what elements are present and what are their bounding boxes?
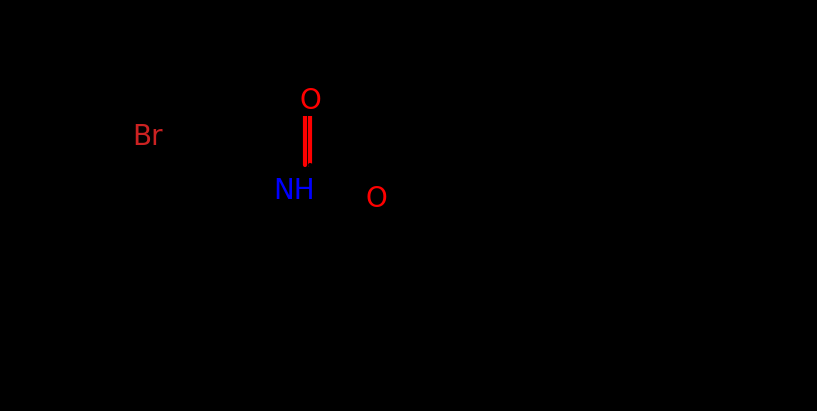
Text: NH: NH [273,177,315,205]
Text: O: O [299,87,321,115]
Text: Br: Br [132,123,163,151]
Text: O: O [365,185,387,213]
